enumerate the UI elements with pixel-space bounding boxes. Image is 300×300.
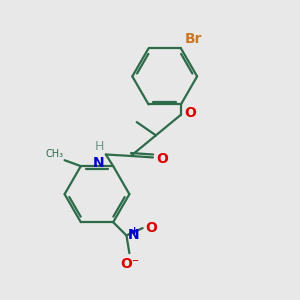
Text: O: O (145, 221, 157, 235)
Text: N: N (93, 156, 104, 170)
Text: O⁻: O⁻ (120, 257, 139, 271)
Text: Br: Br (184, 32, 202, 46)
Text: CH₃: CH₃ (45, 149, 63, 159)
Text: H: H (95, 140, 104, 153)
Text: +: + (130, 226, 139, 236)
Text: O: O (184, 106, 196, 120)
Text: N: N (128, 229, 140, 242)
Text: O: O (156, 152, 168, 166)
